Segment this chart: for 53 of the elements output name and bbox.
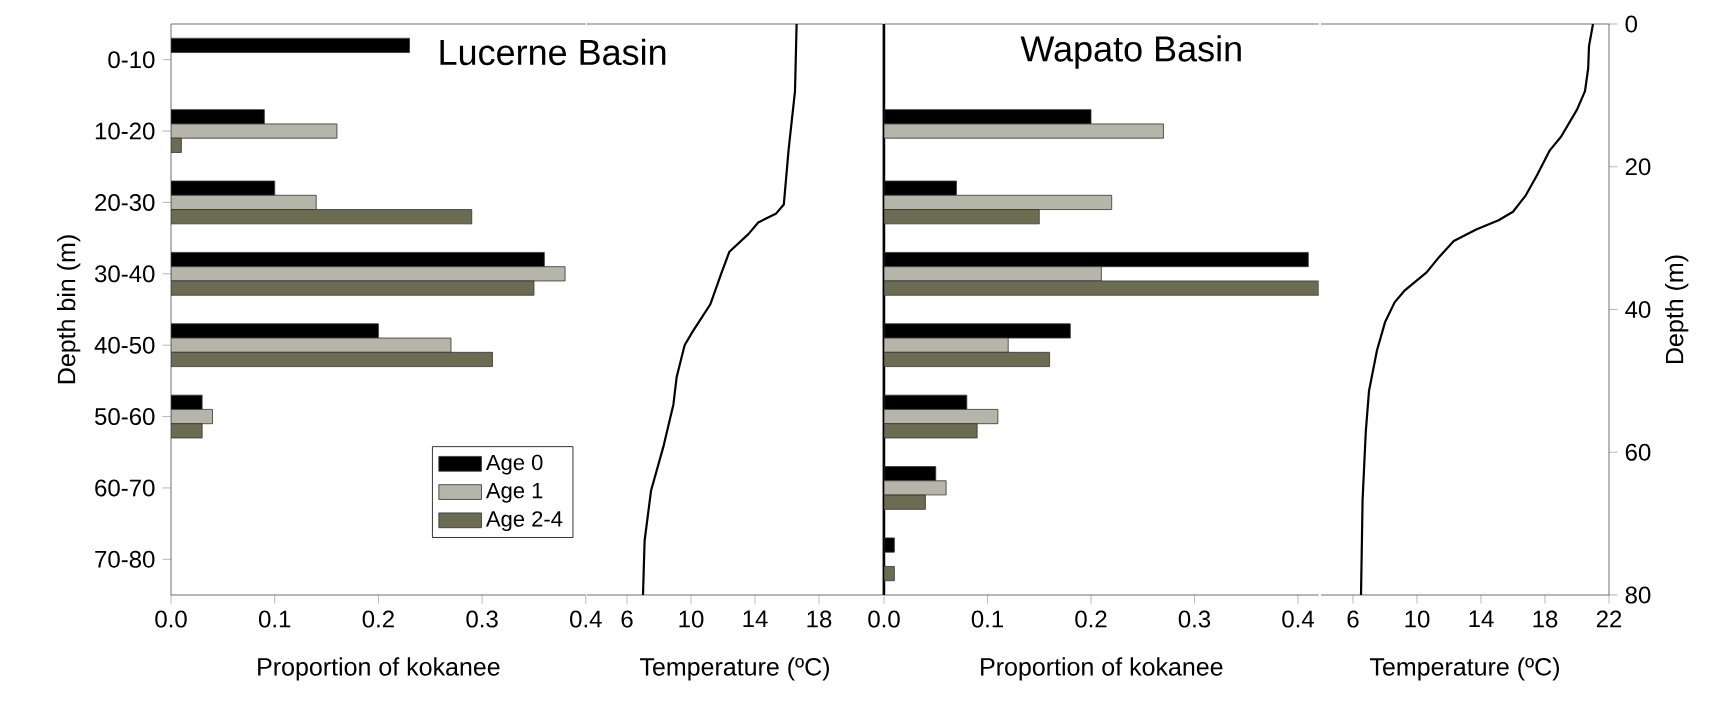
x-tick-label: 0.3: [466, 610, 498, 628]
bar: [171, 351, 493, 367]
y-axis-title: Depth bin (m): [56, 235, 81, 384]
x-tick-label: 0.1: [258, 610, 291, 628]
y-tick-label: 10-20: [95, 122, 155, 140]
x-tick-label: 14: [1469, 610, 1494, 628]
y-tick-label: 50-60: [95, 408, 155, 426]
y-tick-label: 20: [1625, 158, 1651, 176]
y-tick-label: 40-50: [94, 336, 155, 354]
x-tick-label: 10: [1405, 610, 1430, 628]
y-tick-label: 70-80: [95, 550, 155, 568]
line-series: [1359, 24, 1595, 595]
y-tick-label: 0: [1625, 15, 1638, 33]
y-tick-label: 40: [1625, 301, 1651, 318]
x-tick-label: 10: [679, 610, 704, 628]
x-tick-label: 0.0: [868, 610, 900, 628]
legend-label: Age 1: [485, 483, 543, 503]
bar: [171, 280, 535, 296]
x-tick-label: 18: [807, 610, 832, 628]
x-tick-label: 18: [1533, 610, 1558, 628]
bar: [171, 323, 379, 339]
x-tick-label: 0.4: [570, 610, 602, 628]
x-axis-title: Proportion of kokanee: [258, 657, 500, 681]
bar: [171, 252, 545, 268]
bar: [171, 109, 265, 125]
legend-label: Age 2-4: [485, 511, 563, 532]
x-tick-label: 0.2: [1075, 610, 1107, 628]
y-tick-label: 60: [1625, 443, 1651, 461]
x-tick-label: 22: [1596, 610, 1622, 628]
legend-label: Age 0: [485, 454, 543, 475]
bar: [884, 566, 895, 582]
x-axis-title: Proportion of kokanee: [981, 657, 1223, 681]
x-axis-title: Temperature (ºC): [1370, 657, 1559, 681]
bar: [171, 37, 410, 53]
x-tick-label: 0.3: [1178, 610, 1211, 628]
bar: [171, 209, 473, 225]
chart-title: Lucerne Basin: [440, 38, 666, 66]
chart-title: Wapato Basin: [1020, 35, 1241, 69]
x-tick-label: 0.4: [1282, 610, 1314, 628]
x-tick-label: 0.0: [155, 610, 187, 628]
bar: [171, 180, 276, 196]
y-tick-label: 30-40: [94, 265, 155, 283]
x-tick-label: 6: [621, 610, 633, 628]
y-tick-label: 20-30: [95, 193, 155, 211]
y-axis-title: Depth (m): [1665, 255, 1689, 364]
y-tick-label: 60-70: [95, 479, 155, 497]
x-tick-label: 0.2: [362, 610, 394, 628]
x-tick-label: 6: [1347, 610, 1359, 628]
y-tick-label: 0-10: [108, 51, 155, 69]
y-tick-label: 80: [1625, 586, 1651, 604]
x-tick-label: 0.1: [971, 610, 1004, 628]
x-axis-title: Temperature (ºC): [640, 657, 829, 681]
x-tick-label: 14: [743, 610, 768, 628]
